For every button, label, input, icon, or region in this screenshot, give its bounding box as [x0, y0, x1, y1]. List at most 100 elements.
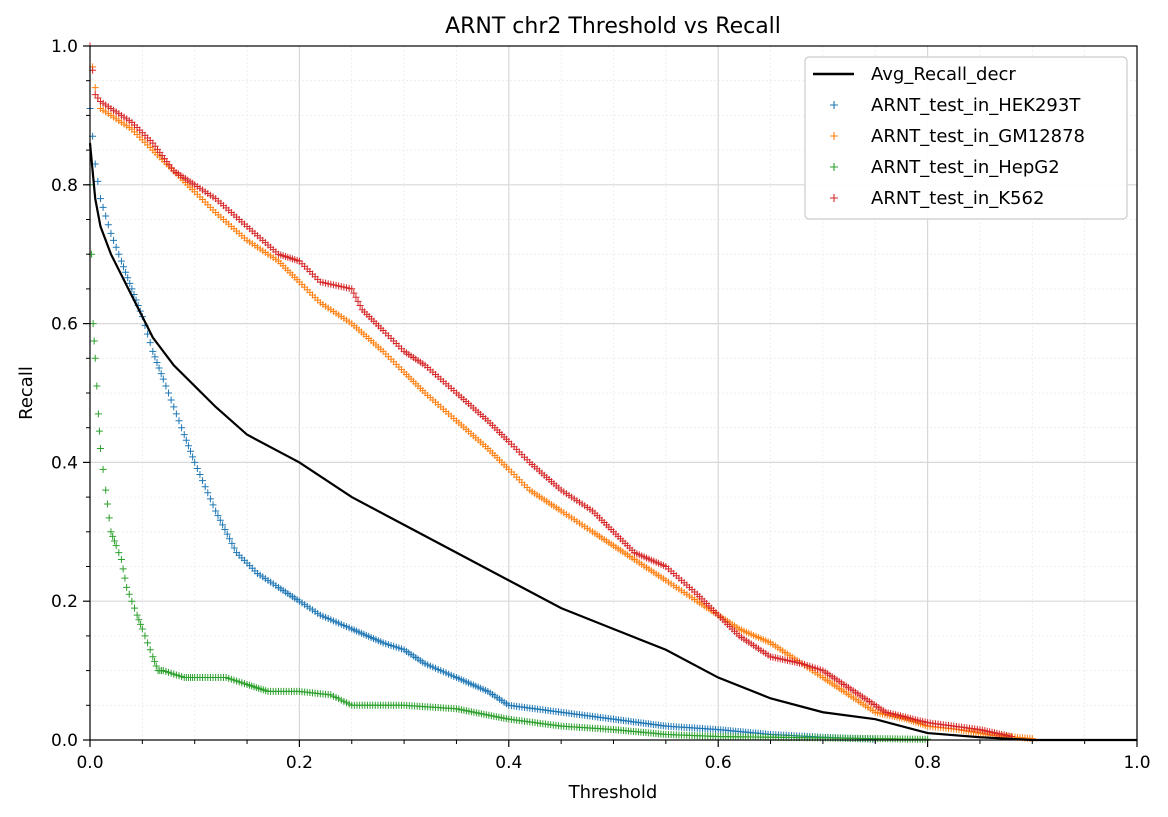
data-point-marker	[221, 525, 229, 533]
legend-box	[804, 56, 1128, 220]
data-point-marker	[228, 539, 236, 547]
data-point-marker	[99, 203, 107, 211]
legend-item: Avg_Recall_decr	[813, 64, 1016, 85]
legend-item: ARNT_test_in_GM12878	[830, 126, 1085, 147]
data-point-marker	[352, 293, 360, 301]
data-point-marker	[99, 465, 107, 473]
data-point-marker	[230, 544, 238, 552]
data-point-marker	[189, 453, 197, 461]
x-tick-label: 1.0	[1123, 753, 1150, 773]
data-point-marker	[149, 347, 157, 355]
data-point-marker	[133, 611, 141, 619]
data-point-marker	[196, 471, 204, 479]
data-point-marker	[149, 653, 157, 661]
legend-item: ARNT_test_in_HEK293T	[830, 95, 1081, 116]
y-tick-label: 0.4	[51, 453, 78, 473]
data-point-marker	[124, 274, 132, 282]
data-point-marker	[102, 486, 110, 494]
legend-item: ARNT_test_in_K562	[830, 188, 1044, 209]
x-tick-label: 0.2	[286, 753, 313, 773]
legend-label: ARNT_test_in_HEK293T	[871, 95, 1081, 116]
y-tick-label: 0.2	[51, 592, 78, 612]
y-axis-ticks: 0.0 0.2 0.4 0.6 0.8 1.0	[51, 37, 90, 751]
data-point-marker	[184, 442, 192, 450]
data-point-marker	[162, 382, 170, 390]
data-point-marker	[167, 396, 175, 404]
y-tick-label: 1.0	[51, 37, 78, 57]
data-point-marker	[94, 410, 102, 418]
data-point-marker	[104, 221, 112, 229]
legend-label: Avg_Recall_decr	[871, 64, 1016, 85]
data-point-marker	[90, 337, 98, 345]
data-point-marker	[223, 530, 231, 538]
data-point-marker	[146, 646, 154, 654]
x-tick-label: 0.8	[914, 753, 941, 773]
data-point-marker	[350, 289, 358, 297]
data-point-marker	[172, 410, 180, 418]
data-point-marker	[123, 583, 131, 591]
data-point-marker	[175, 417, 183, 425]
data-point-marker	[103, 500, 111, 508]
data-point-marker	[94, 177, 102, 185]
data-point-marker	[348, 285, 356, 293]
data-point-marker	[102, 212, 110, 220]
legend: Avg_Recall_decr ARNT_test_in_HEK293T ARNT_…	[804, 56, 1128, 220]
data-point-marker	[151, 353, 159, 361]
data-point-marker	[112, 542, 120, 550]
legend-label: ARNT_test_in_K562	[871, 188, 1044, 209]
data-point-marker	[138, 625, 146, 633]
x-tick-label: 0.6	[705, 753, 732, 773]
data-point-marker	[216, 516, 224, 524]
data-point-marker	[115, 250, 123, 258]
data-point-marker	[96, 195, 104, 203]
data-point-marker	[95, 427, 103, 435]
data-point-marker	[115, 549, 123, 557]
data-point-marker	[193, 464, 201, 472]
data-point-marker	[209, 501, 217, 509]
data-point-marker	[125, 590, 133, 598]
data-point-marker	[180, 431, 188, 439]
y-tick-label: 0.8	[51, 176, 78, 196]
data-point-marker	[91, 354, 99, 362]
series-arnt_test_in_hepg2	[86, 181, 932, 743]
chart-title: ARNT chr2 Threshold vs Recall	[445, 14, 781, 39]
minor-grid	[90, 46, 1137, 740]
data-point-marker	[112, 243, 120, 251]
y-tick-label: 0.6	[51, 315, 78, 335]
data-point-marker	[135, 616, 143, 624]
data-point-marker	[122, 268, 130, 276]
data-point-marker	[219, 521, 227, 529]
x-tick-label: 0.0	[76, 753, 103, 773]
avg-recall-line	[88, 143, 1137, 742]
data-point-marker	[117, 257, 125, 265]
data-point-marker	[126, 279, 134, 287]
data-point-marker	[165, 389, 173, 397]
data-point-marker	[105, 514, 113, 522]
legend-marker-icon	[830, 163, 838, 171]
data-point-marker	[206, 495, 214, 503]
data-point-marker	[130, 604, 138, 612]
data-point-marker	[128, 597, 136, 605]
data-point-marker	[93, 382, 101, 390]
data-point-marker	[152, 662, 160, 670]
data-point-marker	[178, 424, 186, 432]
data-point-marker	[157, 370, 165, 378]
data-point-marker	[354, 297, 362, 305]
data-point-marker	[214, 512, 222, 520]
data-point-marker	[120, 263, 128, 271]
data-point-marker	[170, 403, 178, 411]
data-point-marker	[89, 320, 97, 328]
data-point-marker	[191, 458, 199, 466]
data-point-marker	[109, 532, 117, 540]
data-point-marker	[187, 447, 195, 455]
x-tick-label: 0.4	[495, 753, 522, 773]
x-axis-label: Threshold	[568, 782, 658, 803]
data-point-marker	[137, 620, 145, 628]
y-axis-label: Recall	[16, 366, 37, 420]
y-tick-label: 0.0	[51, 731, 78, 751]
data-point-marker	[121, 574, 129, 582]
data-point-marker	[119, 565, 127, 573]
legend-item: ARNT_test_in_HepG2	[830, 157, 1060, 178]
